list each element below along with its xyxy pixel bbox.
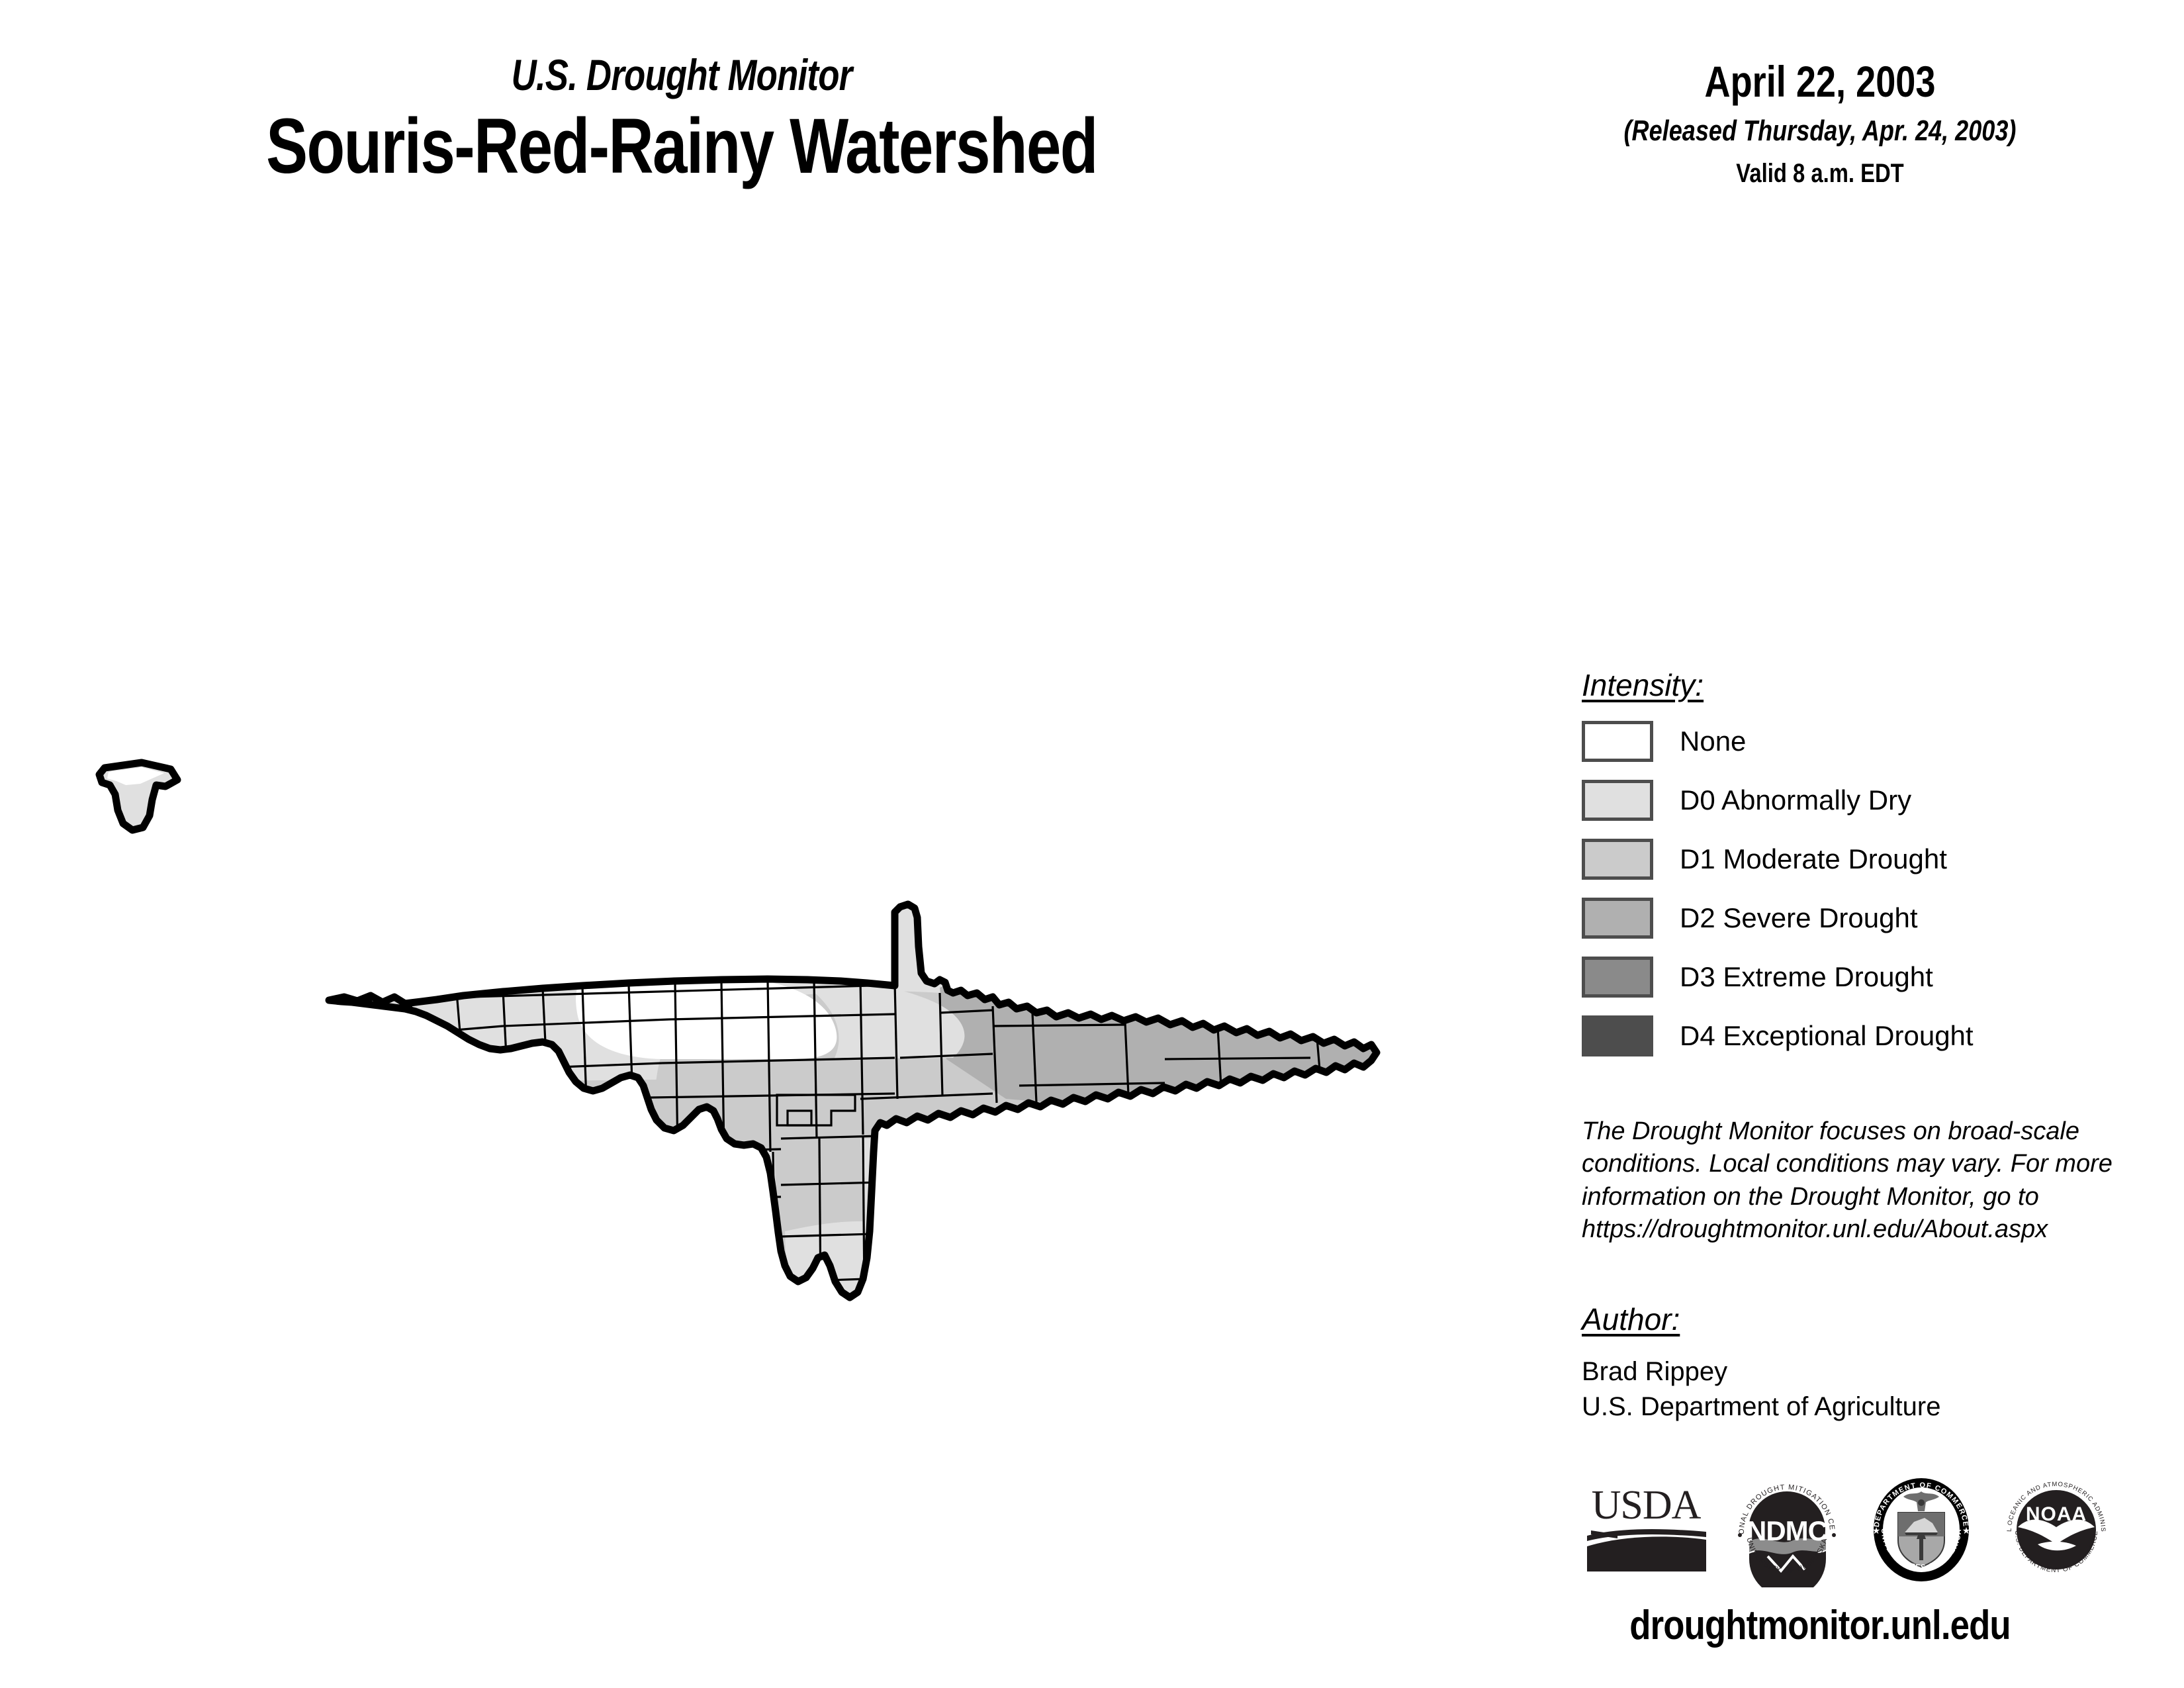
watershed-outline xyxy=(325,900,1381,1301)
svg-text:★: ★ xyxy=(1962,1525,1971,1536)
author-affiliation: U.S. Department of Agriculture xyxy=(1582,1391,1941,1421)
legend-item-d2[interactable]: D2 Severe Drought xyxy=(1582,894,2164,942)
legend-item-d4[interactable]: D4 Exceptional Drought xyxy=(1582,1012,2164,1060)
program-title: U.S. Drought Monitor xyxy=(511,50,853,99)
noaa-logo: NOAA NATIONAL OCEANIC AND ATMOSPHERIC AD… xyxy=(1998,1472,2106,1574)
ndmc-logo: NDMC NATIONAL DROUGHT MITIGATION CENTER … xyxy=(1729,1472,1836,1587)
header-title-block: U.S. Drought Monitor Souris-Red-Rainy Wa… xyxy=(0,53,1363,188)
logo-row: USDA NDMC NATIONAL DROUGHT MITIGATION CE… xyxy=(1582,1466,2158,1592)
svg-text:NDMC: NDMC xyxy=(1747,1515,1828,1546)
legend-swatch-d0 xyxy=(1582,780,1653,821)
legend-label-d0: D0 Abnormally Dry xyxy=(1680,784,1912,816)
legend-label-d1: D1 Moderate Drought xyxy=(1680,843,1947,874)
page-title: Souris-Red-Rainy Watershed xyxy=(266,103,1098,190)
footer-url[interactable]: droughtmonitor.unl.edu xyxy=(1629,1603,2011,1648)
legend-heading: Intensity: xyxy=(1582,668,1704,702)
legend: Intensity: None D0 Abnormally Dry D1 Mod… xyxy=(1582,670,2164,1071)
legend-item-d0[interactable]: D0 Abnormally Dry xyxy=(1582,776,2164,824)
detached-watershed-fragment xyxy=(95,759,181,834)
legend-label-d3: D3 Extreme Drought xyxy=(1680,961,1933,992)
svg-text:NOAA: NOAA xyxy=(2026,1503,2087,1525)
legend-swatch-d2 xyxy=(1582,898,1653,939)
legend-swatch-d4 xyxy=(1582,1015,1653,1056)
valid-date: April 22, 2003 xyxy=(1704,57,1936,106)
legend-swatch-none xyxy=(1582,721,1653,762)
author-heading: Author: xyxy=(1582,1302,1680,1336)
svg-text:USDA: USDA xyxy=(1592,1483,1702,1528)
header-date-block: April 22, 2003 (Released Thursday, Apr. … xyxy=(1469,60,2171,187)
release-date: (Released Thursday, Apr. 24, 2003) xyxy=(1623,115,2017,147)
legend-swatch-d1 xyxy=(1582,839,1653,880)
zone-none xyxy=(576,975,837,1059)
department-of-commerce-seal: DEPARTMENT OF COMMERCE UNITED STATES OF … xyxy=(1872,1477,1971,1581)
legend-swatch-d3 xyxy=(1582,957,1653,998)
legend-item-d1[interactable]: D1 Moderate Drought xyxy=(1582,835,2164,883)
legend-item-d3[interactable]: D3 Extreme Drought xyxy=(1582,953,2164,1001)
legend-label-d2: D2 Severe Drought xyxy=(1680,902,1918,933)
legend-label-d4: D4 Exceptional Drought xyxy=(1680,1020,1974,1051)
valid-time: Valid 8 a.m. EDT xyxy=(1736,159,1904,188)
legend-item-none[interactable]: None xyxy=(1582,718,2164,765)
usda-logo: USDA xyxy=(1587,1483,1706,1571)
author-name: Brad Rippey xyxy=(1582,1357,1728,1386)
zone-d0-wedge xyxy=(794,978,965,1059)
watershed-map xyxy=(0,728,1535,1324)
legend-label-none: None xyxy=(1680,726,1747,757)
author-block: Author: Brad Rippey U.S. Department of A… xyxy=(1582,1304,2151,1425)
disclaimer-text: The Drought Monitor focuses on broad-sca… xyxy=(1582,1117,2113,1244)
zone-d1-west xyxy=(329,1079,702,1132)
svg-text:★: ★ xyxy=(1872,1525,1881,1536)
